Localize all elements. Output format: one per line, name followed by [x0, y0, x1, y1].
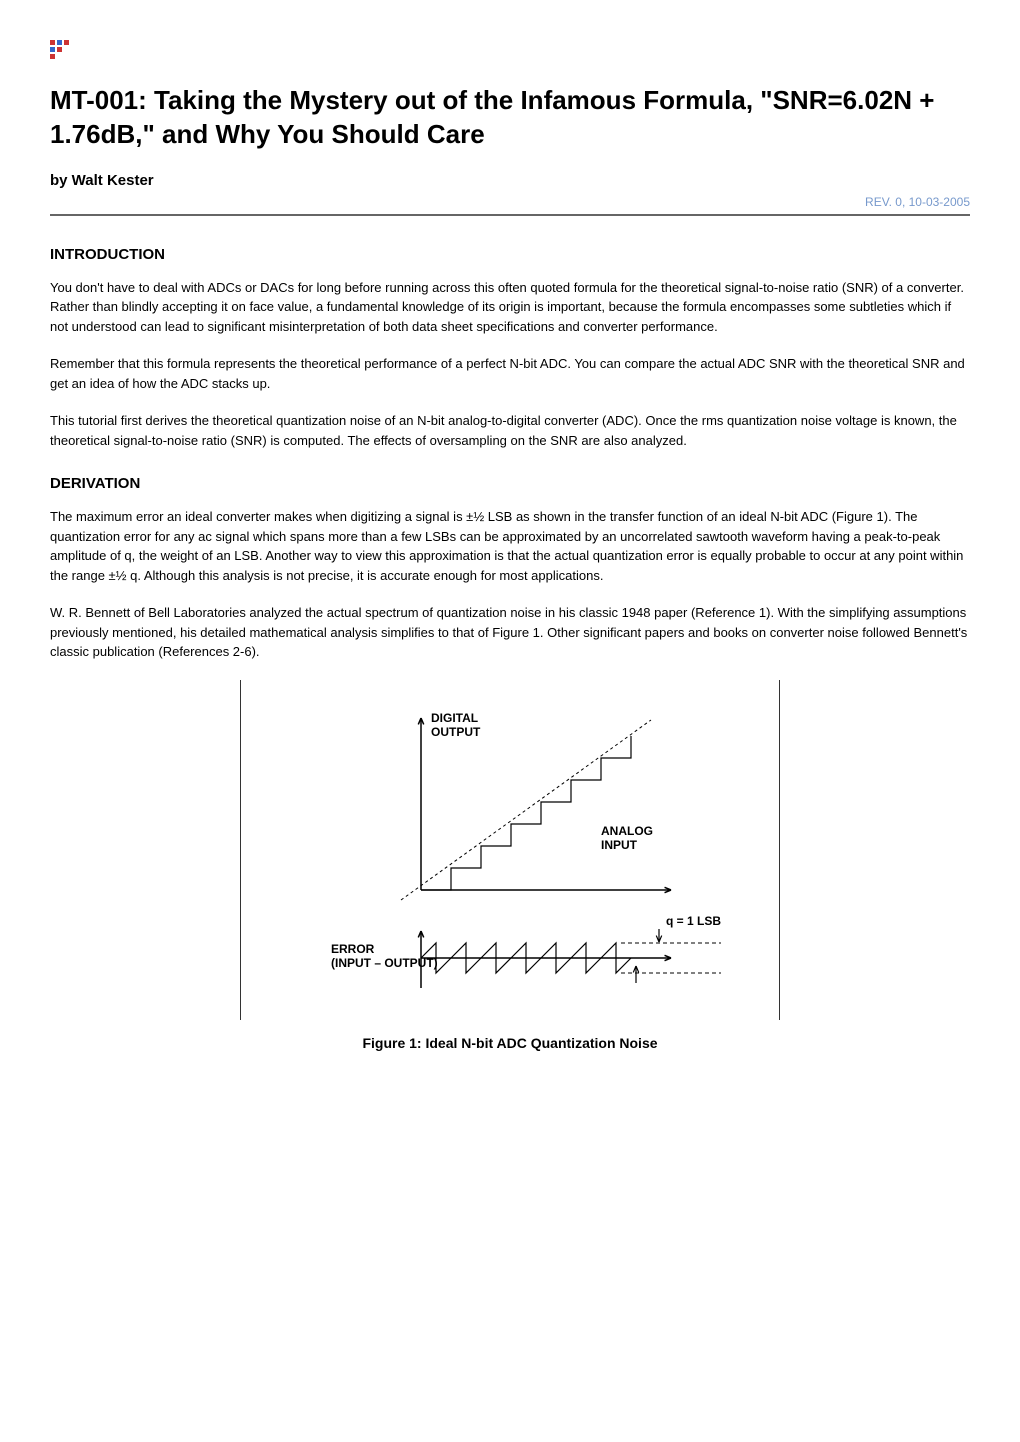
svg-text:ERROR: ERROR — [331, 942, 375, 956]
derivation-paragraph-1: The maximum error an ideal converter mak… — [50, 507, 970, 585]
page-title: MT-001: Taking the Mystery out of the In… — [50, 84, 970, 152]
intro-paragraph-3: This tutorial first derives the theoreti… — [50, 411, 970, 450]
figure-1-diagram: DIGITALOUTPUTANALOGINPUTERROR(INPUT – OU… — [240, 680, 780, 1020]
intro-paragraph-1: You don't have to deal with ADCs or DACs… — [50, 278, 970, 337]
svg-text:INPUT: INPUT — [601, 838, 638, 852]
header-divider — [50, 214, 970, 216]
svg-text:q = 1 LSB: q = 1 LSB — [666, 914, 721, 928]
derivation-paragraph-2: W. R. Bennett of Bell Laboratories analy… — [50, 603, 970, 662]
revision-info: REV. 0, 10-03-2005 — [50, 195, 970, 209]
figure-1-container: DIGITALOUTPUTANALOGINPUTERROR(INPUT – OU… — [50, 680, 970, 1051]
svg-text:ANALOG: ANALOG — [601, 824, 653, 838]
section-heading-introduction: INTRODUCTION — [50, 246, 970, 263]
figure-1-svg: DIGITALOUTPUTANALOGINPUTERROR(INPUT – OU… — [281, 700, 741, 1000]
brand-logo — [50, 40, 970, 64]
section-heading-derivation: DERIVATION — [50, 475, 970, 492]
intro-paragraph-2: Remember that this formula represents th… — [50, 354, 970, 393]
author-line: by Walt Kester — [50, 172, 970, 189]
figure-1-caption: Figure 1: Ideal N-bit ADC Quantization N… — [50, 1035, 970, 1051]
svg-text:OUTPUT: OUTPUT — [431, 725, 481, 739]
svg-text:DIGITAL: DIGITAL — [431, 711, 478, 725]
